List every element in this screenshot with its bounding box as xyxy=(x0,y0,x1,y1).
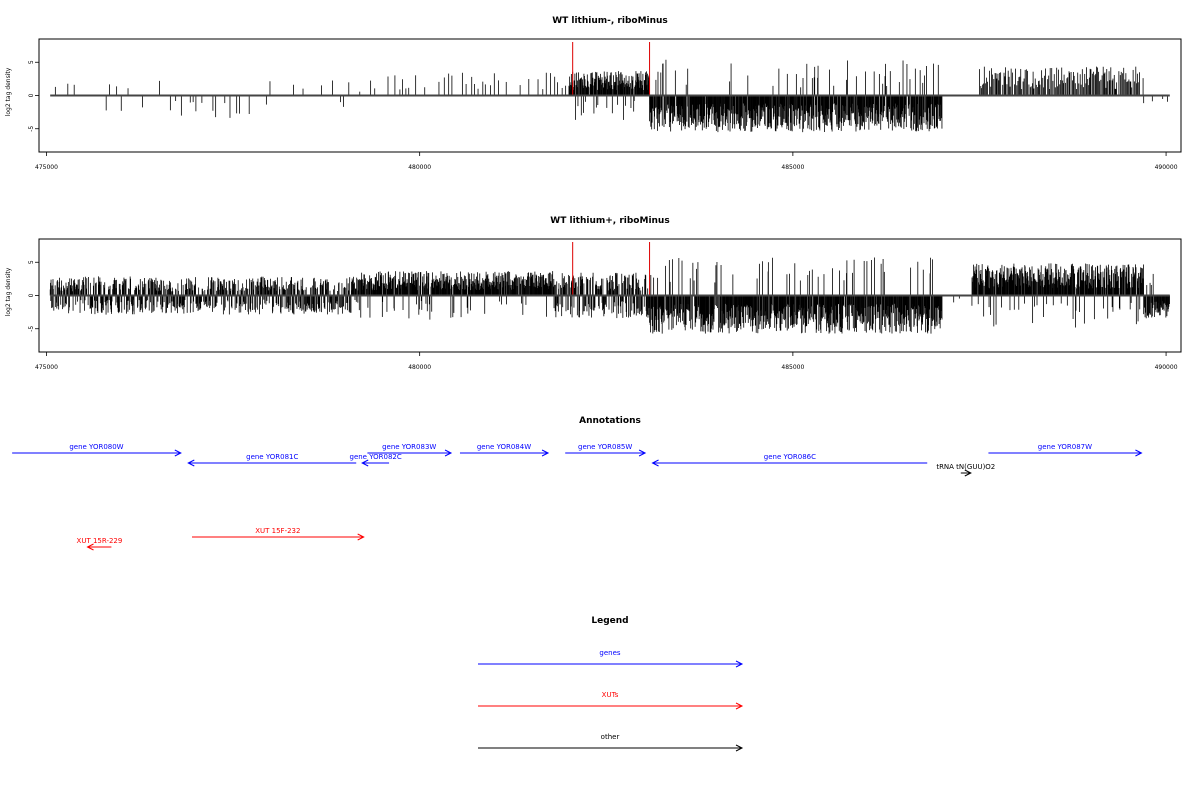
legend-items: genes XUTs other xyxy=(478,649,744,752)
chart2-ylabel: log2 tag density xyxy=(5,267,12,316)
legend-swatch-arrowhead xyxy=(735,702,744,710)
y-tick-label: -5 xyxy=(28,126,35,132)
annotation-feature: tRNA tN(GUU)O2 xyxy=(936,463,995,477)
chart-panel-lithium-minus: WT lithium-, riboMinus log2 tag density … xyxy=(5,16,1182,171)
annotation-feature: gene YOR085W xyxy=(565,443,647,457)
x-tick-label: 480000 xyxy=(408,364,431,371)
legend-title: Legend xyxy=(591,616,628,626)
annotation-label: XUT 15R-229 xyxy=(77,537,123,545)
legend-swatch-arrowhead xyxy=(735,744,744,752)
legend-item: other xyxy=(478,733,744,752)
annotation-arrow-head xyxy=(187,459,195,467)
chart1-axes: -5 0 5 475000 480000 485000 490000 xyxy=(28,60,1178,171)
chart-panel-lithium-plus: WT lithium+, riboMinus log2 tag density … xyxy=(5,216,1182,371)
annotation-label: gene YOR080W xyxy=(69,443,123,451)
annotation-label: gene YOR082C xyxy=(350,453,402,461)
y-tick-label: 5 xyxy=(28,60,35,64)
annotation-arrow-head xyxy=(651,459,659,467)
annotation-label: XUT 15F-232 xyxy=(255,527,300,535)
annotation-arrow-head xyxy=(541,449,550,457)
x-tick-label: 485000 xyxy=(781,364,804,371)
annotation-label: gene YOR083W xyxy=(382,443,436,451)
legend: Legend genes XUTs other xyxy=(478,616,744,752)
y-tick-label: 0 xyxy=(28,93,35,97)
x-tick-label: 490000 xyxy=(1155,164,1178,171)
annotation-label: tRNA tN(GUU)O2 xyxy=(936,463,995,471)
chart2-title: WT lithium+, riboMinus xyxy=(550,216,669,226)
chart2-bars xyxy=(49,242,1170,334)
annotation-label: gene YOR081C xyxy=(246,453,298,461)
x-tick-label: 475000 xyxy=(35,364,58,371)
annotation-arrow-head xyxy=(357,533,365,541)
annotation-label: gene YOR087W xyxy=(1038,443,1092,451)
legend-item: XUTs xyxy=(478,691,744,710)
y-tick-label: 5 xyxy=(28,260,35,264)
annotation-feature: XUT 15R-229 xyxy=(77,537,123,551)
annotation-arrow-head xyxy=(86,543,94,551)
annotation-label: gene YOR084W xyxy=(477,443,531,451)
annotation-arrow-head xyxy=(444,449,453,457)
chart1-title: WT lithium-, riboMinus xyxy=(552,16,668,26)
annotation-feature: gene YOR082C xyxy=(350,453,402,467)
y-tick-label: -5 xyxy=(28,326,35,332)
legend-swatch-arrowhead xyxy=(735,660,744,668)
annotation-label: gene YOR085W xyxy=(578,443,632,451)
x-tick-label: 485000 xyxy=(781,164,804,171)
annotation-arrow-head xyxy=(964,469,972,477)
annotation-feature: gene YOR087W xyxy=(988,443,1143,457)
annotation-feature: gene YOR084W xyxy=(459,443,550,457)
annotation-feature: gene YOR081C xyxy=(187,453,357,467)
legend-label: genes xyxy=(599,649,620,657)
legend-item: genes xyxy=(478,649,744,668)
chart1-ylabel: log2 tag density xyxy=(5,67,12,116)
legend-label: XUTs xyxy=(602,691,619,699)
annotation-arrow-head xyxy=(638,449,647,457)
annotation-feature: XUT 15F-232 xyxy=(192,527,365,541)
annotation-arrow-head xyxy=(361,459,369,467)
x-tick-label: 480000 xyxy=(408,164,431,171)
annotation-items: gene YOR080W gene YOR081C gene YOR082C gene… xyxy=(12,443,1143,551)
annotation-arrow-head xyxy=(1135,449,1143,457)
annotation-label: gene YOR086C xyxy=(764,453,816,461)
y-tick-label: 0 xyxy=(28,293,35,297)
annotation-arrow-head xyxy=(174,449,182,457)
chart2-axes: -5 0 5 475000 480000 485000 490000 xyxy=(28,260,1178,371)
annotation-feature: gene YOR083W xyxy=(367,443,453,457)
chart1-bars xyxy=(50,42,1170,133)
annotation-feature: gene YOR080W xyxy=(12,443,182,457)
legend-label: other xyxy=(601,733,620,741)
x-tick-label: 475000 xyxy=(35,164,58,171)
annotation-feature: gene YOR086C xyxy=(651,453,928,467)
x-tick-label: 490000 xyxy=(1155,364,1178,371)
annotations-title: Annotations xyxy=(579,416,641,426)
